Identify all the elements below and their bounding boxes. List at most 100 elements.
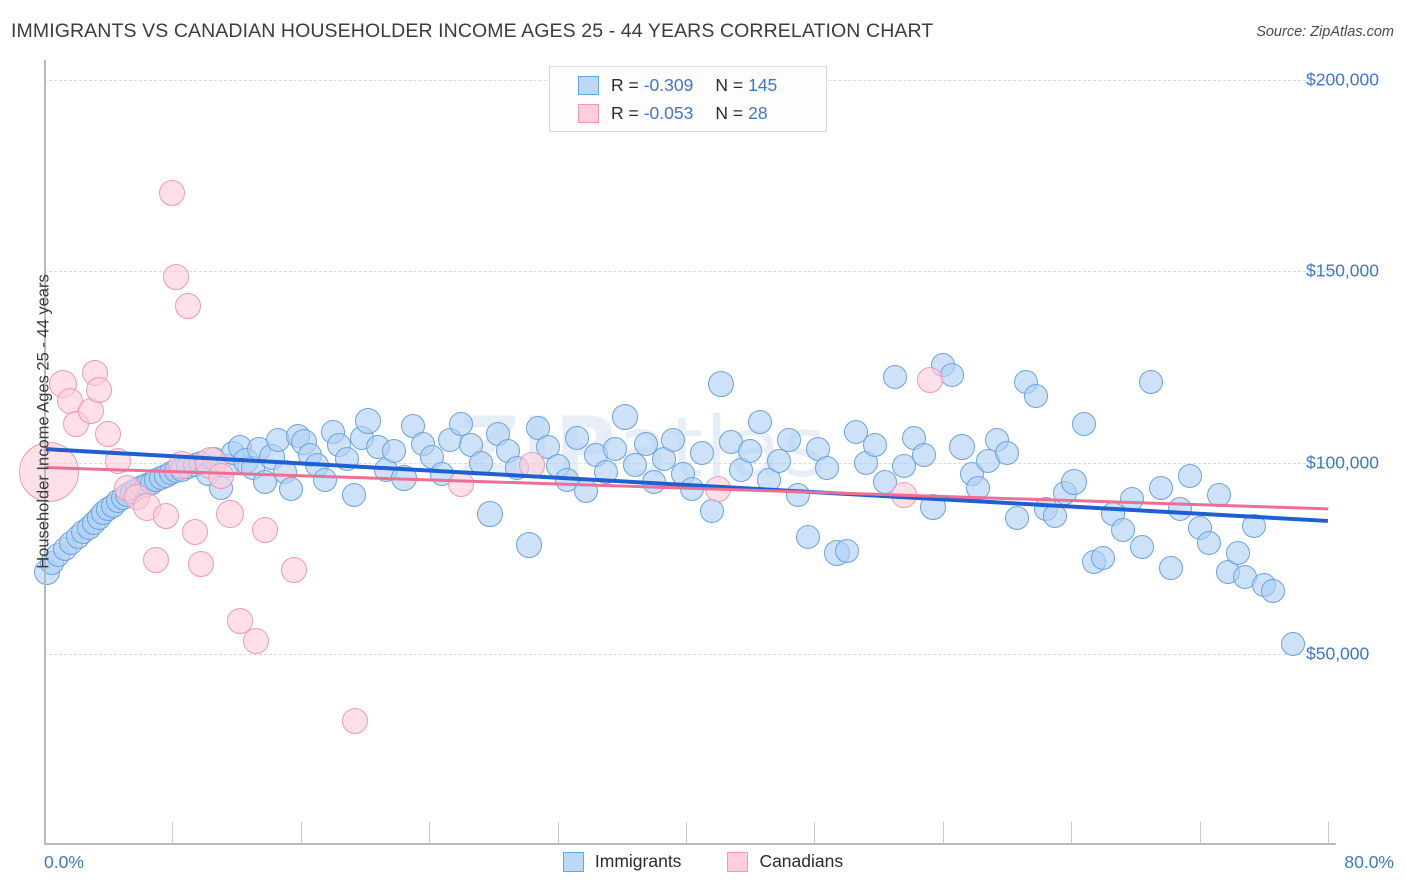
stat-row-immigrants: R = -0.309 N = 145 [578,71,826,99]
scatter-point-imm [995,441,1019,466]
legend-item-canadians[interactable]: Canadians [727,851,843,872]
scatter-point-imm [1023,383,1048,408]
scatter-point-imm [940,362,965,387]
scatter-point-can [891,482,918,509]
n-label-immigrants: N = [715,74,744,95]
scatter-point-imm [708,371,735,398]
legend-swatch-canadians-icon [727,851,749,872]
r-value-canadians: -0.053 [643,102,694,123]
y-axis-tick-label: $200,000 [1306,69,1379,90]
x-axis-tick [814,822,816,843]
scatter-point-can [162,264,189,291]
x-axis-tick [1199,822,1201,843]
scatter-point-imm [633,431,658,456]
scatter-point-imm [966,475,991,500]
scatter-point-imm [1120,487,1145,512]
scatter-point-imm [690,441,715,466]
scatter-point-can [216,500,245,529]
gridline [44,462,1336,464]
scatter-point-can [207,463,234,490]
scatter-point-imm [1129,534,1154,559]
scatter-point-imm [1004,506,1029,531]
scatter-point-imm [603,437,628,462]
scatter-point-imm [815,456,840,481]
scatter-point-can [143,547,170,574]
scatter-point-imm [738,439,763,464]
n-value-canadians: 28 [748,102,768,123]
scatter-point-imm [920,493,947,520]
scatter-point-imm [834,538,859,563]
x-axis-line [44,843,1336,845]
scatter-point-can [252,516,279,543]
scatter-point-imm [680,477,705,502]
scatter-point-imm [593,460,618,485]
scatter-point-can [518,451,545,478]
r-label-canadians: R = [611,102,639,123]
scatter-point-imm [1242,513,1267,538]
scatter-point-can [181,518,208,545]
r-label-immigrants: R = [611,74,639,95]
x-axis-tick [429,822,431,843]
x-axis-tick [557,822,559,843]
legend-label-canadians: Canadians [759,851,844,871]
x-axis-tick [172,822,174,843]
x-axis-min-label: 0.0% [44,852,84,872]
y-axis-line [44,60,46,844]
plot-area: ZIPatlas $200,000$150,000$100,000$50,000… [18,60,1379,845]
n-label-canadians: N = [715,102,744,123]
scatter-point-imm [390,464,417,491]
scatter-point-can [104,447,131,474]
y-axis-tick-label: $50,000 [1306,643,1370,664]
legend-swatch-immigrants-icon [562,851,584,872]
scatter-point-imm [949,434,976,461]
scatter-point-imm [355,407,382,434]
stat-row-canadians: R = -0.053 N = 28 [578,99,826,127]
scatter-point-imm [1261,578,1286,603]
scatter-point-imm [477,501,504,528]
scatter-point-can [175,292,202,319]
scatter-point-imm [767,448,792,473]
scatter-point-imm [661,427,686,452]
scatter-point-imm [1091,546,1116,571]
scatter-point-can [242,627,269,654]
scatter-point-imm [641,469,666,494]
scatter-point-imm [1149,475,1174,500]
scatter-point-imm [1061,468,1088,495]
scatter-point-imm [341,483,366,508]
scatter-point-imm [1072,412,1097,437]
source-label: Source: ZipAtlas.com [1256,24,1394,40]
scatter-point-imm [1206,483,1231,508]
scatter-point-imm [1043,504,1068,529]
scatter-point-imm [747,410,772,435]
legend-item-immigrants[interactable]: Immigrants [562,851,682,872]
scatter-point-imm [1168,496,1193,521]
scatter-point-can [85,376,112,403]
scatter-point-imm [776,427,801,452]
scatter-point-imm [863,433,888,458]
scatter-point-imm [535,435,560,460]
x-axis-tick [1071,822,1073,843]
scatter-point-imm [555,467,580,492]
scatter-point-imm [1110,517,1135,542]
scatter-point-imm [795,525,820,550]
chart-legend: Immigrants Canadians [0,851,1406,872]
swatch-canadians-icon [578,103,599,123]
x-axis-tick [300,822,302,843]
page-title: IMMIGRANTS VS CANADIAN HOUSEHOLDER INCOM… [11,20,934,42]
legend-label-immigrants: Immigrants [594,851,682,871]
scatter-point-imm [468,450,493,475]
scatter-point-imm [911,443,936,467]
scatter-point-imm [564,425,589,450]
x-axis-tick [686,822,687,843]
scatter-point-imm [1197,531,1222,556]
x-axis-tick [942,822,944,843]
scatter-point-can [281,556,308,583]
scatter-point-can [342,707,369,734]
scatter-point-imm [1139,370,1164,395]
y-axis-tick-label: $150,000 [1306,260,1379,281]
scatter-point-imm [1280,632,1305,657]
scatter-point-can [152,503,179,530]
scatter-point-imm [1158,555,1183,580]
scatter-point-imm [786,483,811,508]
scatter-point-imm [1177,464,1202,489]
